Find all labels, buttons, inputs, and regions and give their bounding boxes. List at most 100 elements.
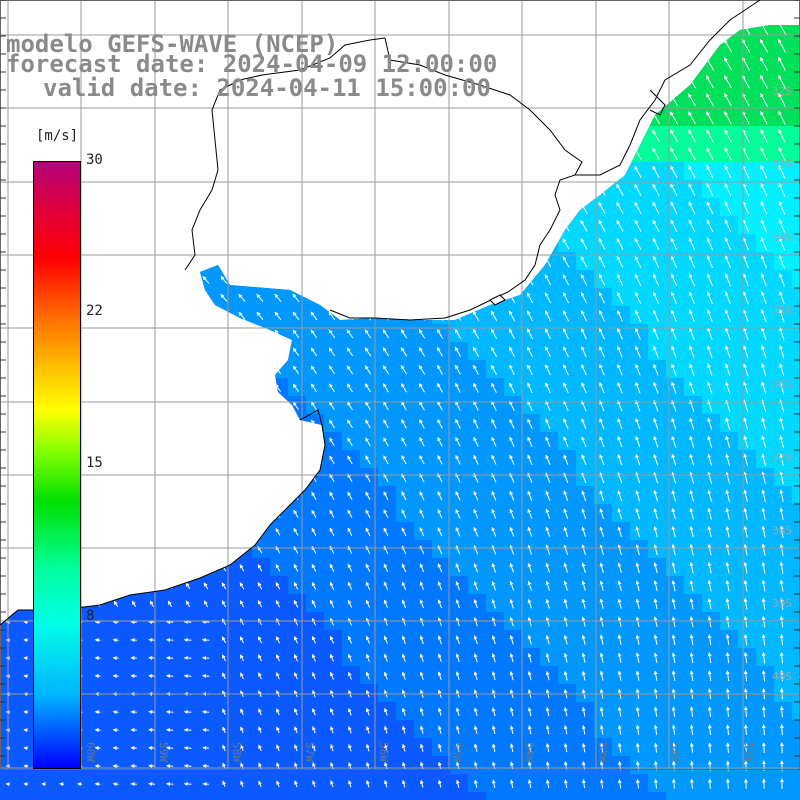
field-cell: [648, 486, 666, 504]
wind-arrow: [508, 310, 516, 322]
wind-arrow: [761, 381, 767, 395]
field-cell: [648, 180, 666, 198]
lon-label: 54W: [523, 742, 536, 762]
field-cell: [774, 162, 792, 180]
wind-arrow: [742, 110, 750, 125]
field-cell: [396, 756, 414, 774]
wind-arrow: [598, 237, 606, 250]
field-cell: [450, 540, 468, 558]
wind-arrow: [329, 401, 335, 411]
field-cell: [684, 558, 702, 576]
field-cell: [558, 720, 576, 738]
field-cell: [702, 540, 720, 558]
field-cell: [648, 702, 666, 720]
field-cell: [792, 288, 800, 306]
field-cell: [558, 702, 576, 720]
field-cell: [576, 738, 594, 756]
field-cell: [612, 486, 630, 504]
wind-arrow: [509, 346, 515, 358]
wind-arrow: [634, 237, 642, 250]
field-cell: [720, 414, 738, 432]
field-cell: [630, 558, 648, 576]
field-cell: [756, 666, 774, 684]
field-cell: [468, 720, 486, 738]
field-cell: [720, 252, 738, 270]
field-cell: [558, 648, 576, 666]
wind-arrow: [742, 219, 750, 233]
legend-tick-8: 8: [86, 608, 95, 624]
field-cell: [378, 504, 396, 522]
field-cell: [0, 756, 18, 774]
field-cell: [522, 558, 540, 576]
field-cell: [576, 666, 594, 684]
field-cell: [666, 774, 684, 792]
wind-arrow: [544, 274, 552, 286]
field-cell: [612, 306, 630, 324]
wind-arrow: [472, 310, 480, 321]
field-cell: [324, 720, 342, 738]
field-cell: [306, 486, 324, 504]
field-cell: [702, 702, 720, 720]
field-cell: [774, 774, 792, 792]
field-cell: [684, 270, 702, 288]
wind-arrow: [724, 255, 732, 269]
wind-arrow: [220, 275, 228, 284]
field-cell: [414, 684, 432, 702]
wind-arrow: [706, 165, 714, 179]
field-cell: [756, 396, 774, 414]
wind-arrow: [382, 329, 390, 339]
field-cell: [648, 162, 666, 180]
field-cell: [180, 702, 198, 720]
field-cell: [324, 684, 342, 702]
field-cell: [126, 648, 144, 666]
field-cell: [414, 792, 432, 800]
wind-arrow: [743, 345, 749, 359]
field-cell: [540, 630, 558, 648]
field-cell: [270, 630, 288, 648]
field-cell: [702, 234, 720, 252]
field-cell: [306, 342, 324, 360]
field-cell: [144, 738, 162, 756]
field-cell: [198, 684, 216, 702]
field-cell: [612, 774, 630, 792]
field-cell: [522, 414, 540, 432]
wind-arrow: [653, 363, 659, 376]
field-cell: [504, 522, 522, 540]
wind-arrow: [760, 92, 768, 107]
field-cell: [504, 684, 522, 702]
field-cell: [756, 432, 774, 450]
field-cell: [684, 504, 702, 522]
field-cell: [774, 540, 792, 558]
field-cell: [756, 252, 774, 270]
field-cell: [342, 576, 360, 594]
field-cell: [594, 792, 612, 800]
wind-arrow: [778, 56, 786, 71]
field-cell: [432, 648, 450, 666]
wind-arrow: [400, 365, 408, 375]
field-cell: [540, 558, 558, 576]
field-cell: [468, 342, 486, 360]
wind-arrow: [743, 381, 749, 395]
wind-arrow: [202, 276, 210, 284]
field-cell: [558, 684, 576, 702]
lon-label: 57W: [303, 742, 316, 762]
wind-arrow: [670, 201, 678, 215]
field-cell: [306, 774, 324, 792]
field-cell: [576, 378, 594, 396]
wind-arrow: [688, 219, 696, 233]
field-cell: [648, 720, 666, 738]
field-cell: [756, 594, 774, 612]
field-cell: [666, 522, 684, 540]
field-cell: [342, 342, 360, 360]
field-cell: [468, 378, 486, 396]
field-cell: [648, 792, 666, 800]
field-cell: [558, 738, 576, 756]
field-cell: [252, 666, 270, 684]
field-cell: [594, 576, 612, 594]
wind-arrow: [741, 38, 751, 53]
field-cell: [738, 36, 756, 54]
field-cell: [522, 342, 540, 360]
field-cell: [90, 792, 108, 800]
wind-arrow: [329, 383, 335, 393]
